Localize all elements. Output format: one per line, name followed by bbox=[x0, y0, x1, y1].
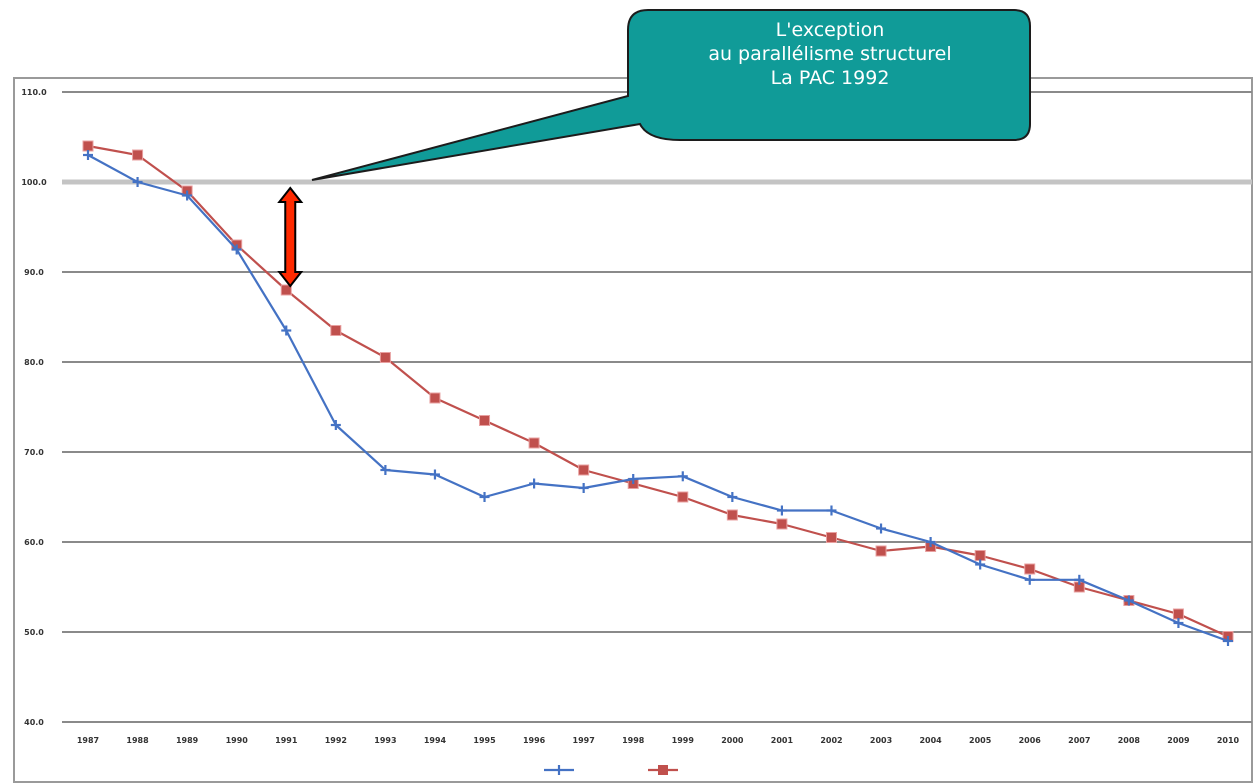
data-point bbox=[677, 471, 688, 482]
y-tick-label: 60.0 bbox=[24, 538, 44, 547]
x-tick-label: 2008 bbox=[1118, 736, 1141, 745]
data-point bbox=[628, 474, 639, 484]
x-tick-label: 2002 bbox=[820, 736, 842, 745]
data-point bbox=[1223, 636, 1233, 646]
data-point bbox=[379, 352, 391, 363]
x-tick-label: 2005 bbox=[969, 736, 992, 745]
data-point bbox=[975, 559, 986, 570]
y-tick-label: 40.0 bbox=[24, 718, 44, 727]
x-tick-label: 1993 bbox=[374, 736, 396, 745]
data-point bbox=[925, 537, 936, 547]
data-point bbox=[677, 491, 689, 503]
data-point bbox=[429, 469, 440, 480]
data-point bbox=[529, 478, 540, 489]
data-point bbox=[825, 532, 837, 543]
data-point bbox=[479, 415, 491, 426]
double-arrow-annotation bbox=[277, 186, 304, 288]
x-tick-label: 1991 bbox=[275, 736, 298, 745]
data-point bbox=[826, 505, 837, 516]
data-point bbox=[578, 464, 590, 476]
x-tick-label: 1998 bbox=[622, 736, 645, 745]
x-tick-label: 1989 bbox=[176, 736, 199, 745]
x-tick-label: 1995 bbox=[473, 736, 496, 745]
data-point bbox=[82, 140, 94, 152]
data-point bbox=[281, 325, 292, 336]
data-point bbox=[1024, 574, 1035, 585]
series-line bbox=[87, 154, 1229, 643]
x-tick-label: 1997 bbox=[573, 736, 595, 745]
data-point bbox=[132, 149, 144, 161]
y-tick-label: 70.0 bbox=[24, 448, 44, 457]
data-point bbox=[1172, 608, 1184, 620]
legend bbox=[544, 765, 678, 775]
y-tick-labels: 40.0 50.0 60.0 70.0 80.0 90.0 100.0 110.0 bbox=[21, 88, 47, 727]
data-point bbox=[83, 150, 93, 160]
x-tick-label: 2006 bbox=[1019, 736, 1042, 745]
gridlines bbox=[62, 91, 1252, 723]
legend-marker-series-2 bbox=[658, 765, 668, 775]
y-tick-label: 80.0 bbox=[24, 358, 44, 367]
data-point bbox=[974, 550, 986, 561]
series-layer bbox=[82, 140, 1234, 646]
data-point bbox=[1173, 618, 1184, 628]
data-point bbox=[280, 284, 292, 296]
data-point bbox=[182, 190, 193, 201]
data-point bbox=[528, 437, 540, 449]
series-line bbox=[87, 144, 1229, 638]
y-tick-label: 110.0 bbox=[21, 88, 47, 97]
annotation-layer bbox=[277, 186, 304, 288]
y-tick-label: 90.0 bbox=[24, 268, 44, 277]
x-tick-label: 1988 bbox=[126, 736, 149, 745]
x-tick-label: 2000 bbox=[721, 736, 744, 745]
data-point bbox=[380, 465, 391, 475]
data-point bbox=[132, 177, 143, 187]
x-tick-label: 2003 bbox=[870, 736, 892, 745]
data-point bbox=[578, 483, 589, 493]
data-point bbox=[776, 505, 787, 516]
x-tick-label: 2010 bbox=[1217, 736, 1240, 745]
data-point bbox=[875, 545, 887, 557]
data-point bbox=[429, 392, 441, 404]
data-point bbox=[876, 523, 887, 534]
data-point bbox=[330, 420, 341, 430]
x-tick-label: 1996 bbox=[523, 736, 546, 745]
x-tick-label: 2001 bbox=[771, 736, 794, 745]
x-tick-label: 1999 bbox=[672, 736, 695, 745]
data-point bbox=[330, 325, 342, 336]
y-tick-label: 100.0 bbox=[21, 178, 47, 187]
plot-frame bbox=[13, 77, 1253, 783]
x-tick-label: 1994 bbox=[424, 736, 447, 745]
x-tick-label: 2009 bbox=[1167, 736, 1190, 745]
data-point bbox=[231, 244, 242, 255]
data-point bbox=[479, 492, 490, 502]
x-tick-label: 1990 bbox=[226, 736, 249, 745]
data-point bbox=[1024, 563, 1036, 575]
x-tick-labels: 1987 1988 1989 1990 1991 1992 1993 1994 1995 1996… bbox=[77, 736, 1240, 745]
x-tick-label: 2004 bbox=[919, 736, 942, 745]
x-tick-label: 2007 bbox=[1068, 736, 1090, 745]
x-tick-label: 1987 bbox=[77, 736, 99, 745]
data-point bbox=[727, 492, 738, 502]
x-tick-label: 1992 bbox=[325, 736, 347, 745]
data-point bbox=[1123, 595, 1134, 606]
data-point bbox=[726, 509, 738, 521]
callout-box bbox=[311, 9, 1031, 181]
y-tick-label: 50.0 bbox=[24, 628, 44, 637]
data-point bbox=[1074, 574, 1085, 585]
data-point bbox=[776, 518, 788, 530]
